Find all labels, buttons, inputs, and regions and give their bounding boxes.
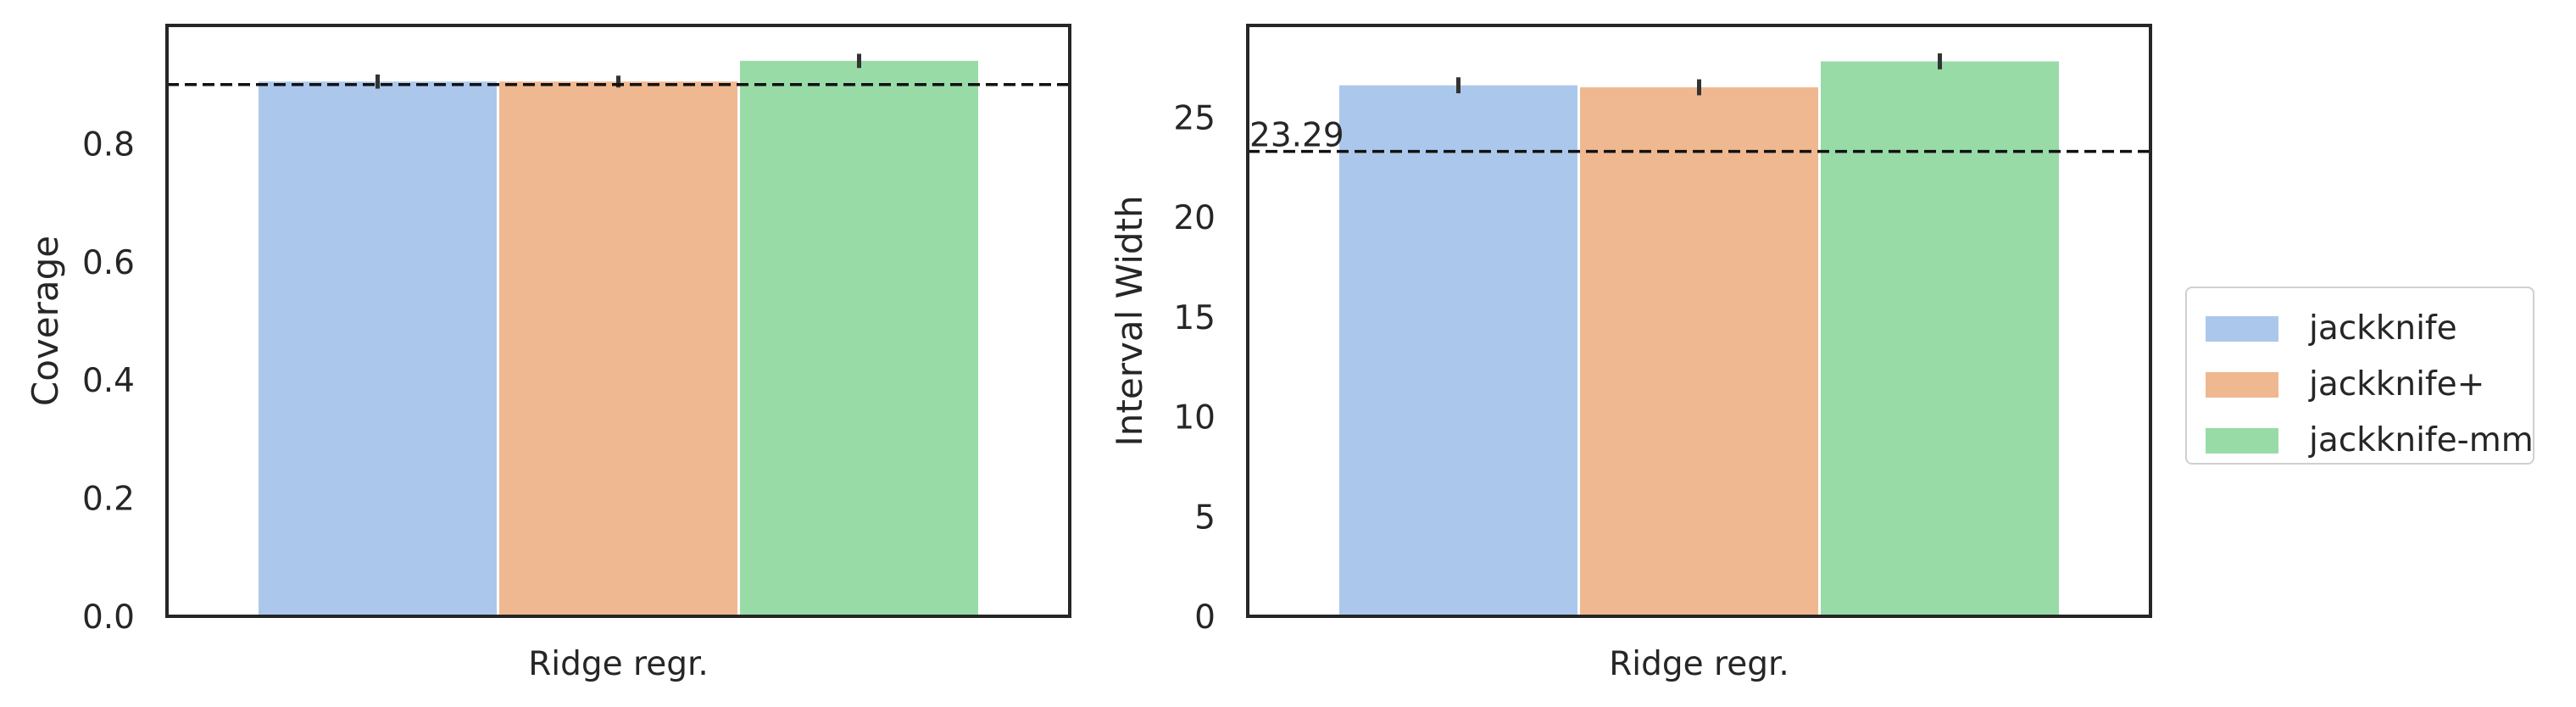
legend-item-jackknife-mm: jackknife-mm bbox=[2187, 415, 2534, 466]
y-tick-label: 0.4 bbox=[82, 362, 135, 400]
bar-jackknife bbox=[259, 81, 497, 617]
legend-swatch-jackknife bbox=[2206, 316, 2278, 342]
legend-item-jackknife-plus: jackknife+ bbox=[2187, 359, 2533, 410]
bar-jackknife-mm bbox=[1821, 61, 2059, 616]
bar-jackknife-plus bbox=[1580, 86, 1818, 616]
plot-frame bbox=[165, 24, 1071, 618]
y-axis-label: Interval Width bbox=[1109, 195, 1150, 446]
y-tick-label: 10 bbox=[1173, 399, 1216, 437]
x-tick-label: Ridge regr. bbox=[1609, 645, 1789, 683]
legend-swatch-jackknife-plus bbox=[2206, 372, 2278, 398]
bar-jackknife-mm bbox=[740, 60, 978, 616]
y-tick-label: 0 bbox=[1194, 598, 1216, 637]
legend-item-jackknife: jackknife bbox=[2187, 303, 2533, 354]
y-tick-label: 0.8 bbox=[82, 125, 135, 164]
legend-label-jackknife-plus: jackknife+ bbox=[2309, 365, 2485, 404]
y-tick-label: 20 bbox=[1173, 199, 1216, 237]
y-tick-label: 0.6 bbox=[82, 244, 135, 282]
y-tick-label: 0.0 bbox=[82, 598, 135, 637]
legend-swatch-jackknife-mm bbox=[2206, 428, 2278, 454]
y-axis-label: Coverage bbox=[25, 236, 66, 406]
x-tick-label: Ridge regr. bbox=[528, 645, 709, 683]
interval-width-chart: 23.29 0 5 10 15 20 25 Ridge regr. Interval Width bbox=[1109, 24, 2152, 683]
legend-label-jackknife: jackknife bbox=[2309, 309, 2457, 348]
coverage-chart: 0.0 0.2 0.4 0.6 0.8 Ridge regr. Coverage bbox=[25, 24, 1071, 683]
legend: jackknife jackknife+ jackknife-mm bbox=[2185, 287, 2534, 465]
plot-frame bbox=[1246, 24, 2152, 618]
legend-label-jackknife-mm: jackknife-mm bbox=[2309, 421, 2534, 459]
y-tick-label: 0.2 bbox=[82, 481, 135, 519]
reference-line-label: 23.29 bbox=[1249, 117, 1344, 155]
bar-jackknife bbox=[1339, 85, 1577, 616]
y-tick-label: 25 bbox=[1173, 99, 1216, 137]
bar-jackknife-plus bbox=[499, 81, 737, 617]
y-tick-label: 15 bbox=[1173, 299, 1216, 337]
y-tick-label: 5 bbox=[1194, 498, 1216, 537]
